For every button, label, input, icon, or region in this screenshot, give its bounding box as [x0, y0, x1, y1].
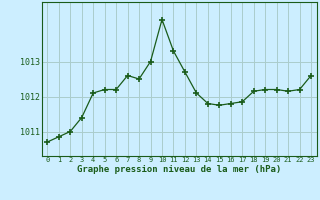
X-axis label: Graphe pression niveau de la mer (hPa): Graphe pression niveau de la mer (hPa) [77, 165, 281, 174]
